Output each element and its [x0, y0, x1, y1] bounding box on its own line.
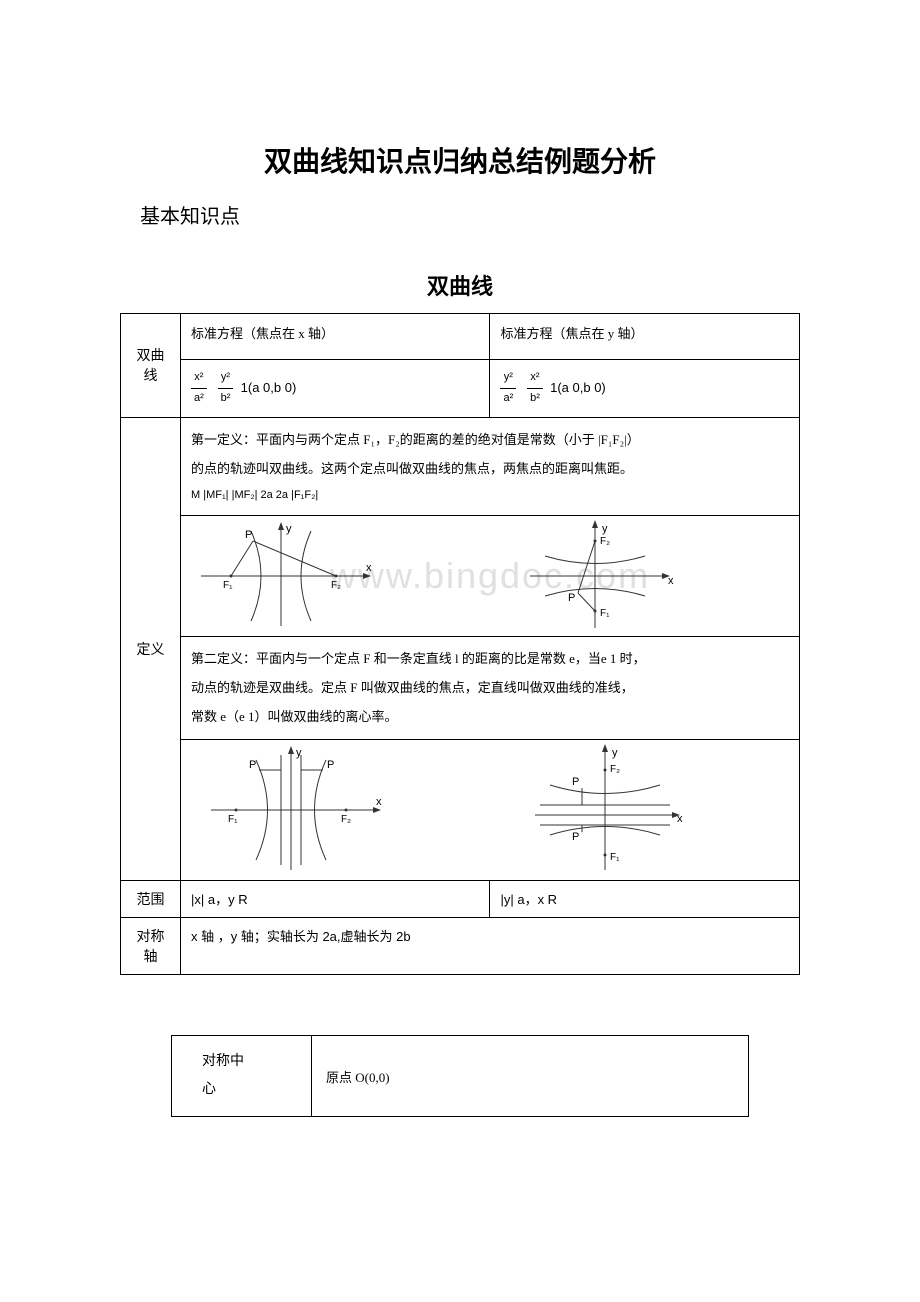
svg-text:F₁: F₁	[600, 608, 610, 619]
symmetry-center-content: 原点 O(0,0)	[312, 1036, 749, 1117]
header-x-axis: 标准方程（焦点在 x 轴）	[191, 322, 479, 351]
row-label-definition: 定义	[121, 417, 181, 880]
table-row: www.bingdoc.com P y	[121, 516, 800, 637]
row-label-range: 范围	[121, 881, 181, 918]
def2-line2: 动点的轨迹是双曲线。定点 F 叫做双曲线的焦点，定直线叫做双曲线的准线，	[191, 674, 789, 703]
def2-line3: 常数 e（e 1）叫做双曲线的离心率。	[191, 703, 789, 732]
row-label-symmetry-axis: 对称轴	[121, 918, 181, 975]
svg-text:y: y	[602, 523, 608, 535]
table-row: P P y x F₁ F₂	[121, 740, 800, 881]
horizontal-hyperbola-diagram: P y x F₁ F₂	[181, 516, 490, 636]
definition-1-text: 第一定义：平面内与两个定点 F₁，F₂的距离的差的绝对值是常数（小于 |F₁F₂…	[181, 417, 800, 515]
table-row: 定义 第一定义：平面内与两个定点 F₁，F₂的距离的差的绝对值是常数（小于 |F…	[121, 417, 800, 515]
svg-text:y: y	[612, 747, 618, 759]
svg-text:P: P	[572, 831, 579, 843]
row-label-symmetry-center: 对称中 心	[172, 1036, 312, 1117]
svg-text:x: x	[366, 562, 372, 574]
svg-text:F₁: F₁	[610, 852, 620, 863]
range-x: |x| a，y R	[181, 881, 490, 918]
subtitle: 基本知识点	[120, 200, 800, 229]
horizontal-hyperbola-directrix-diagram: P P y x F₁ F₂	[181, 740, 490, 880]
svg-text:F₂: F₂	[600, 536, 610, 547]
vertical-hyperbola-diagram: P y x F₂ F₁	[490, 516, 799, 636]
vertical-hyperbola-directrix-diagram: P P y x F₂ F₁	[490, 740, 799, 880]
sym-center-l2: 心	[202, 1076, 297, 1104]
table-row: 范围 |x| a，y R |y| a，x R	[121, 881, 800, 918]
eq-cell-y-axis: 标准方程（焦点在 y 轴）	[490, 314, 800, 360]
cond-y: 1(a 0,b 0)	[550, 380, 606, 395]
svg-text:x: x	[668, 575, 674, 587]
svg-text:F₂: F₂	[331, 580, 341, 591]
svg-text:x: x	[376, 796, 382, 808]
diagram-row-1: www.bingdoc.com P y	[181, 516, 800, 637]
svg-text:F₁: F₁	[228, 814, 238, 825]
table-row: 第二定义：平面内与一个定点 F 和一条定直线 l 的距离的比是常数 e，当e 1…	[121, 637, 800, 740]
svg-text:P: P	[568, 592, 575, 604]
row-label-hyperbola: 双曲线	[121, 314, 181, 418]
svg-text:P: P	[245, 529, 252, 541]
main-table: 双曲线 标准方程（焦点在 x 轴） 标准方程（焦点在 y 轴） x²a² y²b…	[120, 313, 800, 975]
svg-text:y: y	[296, 747, 302, 759]
svg-text:F₂: F₂	[610, 764, 620, 775]
svg-text:P: P	[249, 759, 256, 771]
svg-text:y: y	[286, 523, 292, 535]
section-header: 双曲线	[120, 269, 800, 301]
definition-2-text: 第二定义：平面内与一个定点 F 和一条定直线 l 的距离的比是常数 e，当e 1…	[181, 637, 800, 740]
diagram-row-2: P P y x F₁ F₂	[181, 740, 800, 881]
def2-line1: 第二定义：平面内与一个定点 F 和一条定直线 l 的距离的比是常数 e，当e 1…	[191, 645, 789, 674]
svg-text:F₁: F₁	[223, 580, 233, 591]
def1-formula: M |MF₁| |MF₂| 2a 2a |F₁F₂|	[191, 483, 789, 507]
def1-line2: 的点的轨迹叫双曲线。这两个定点叫做双曲线的焦点，两焦点的距离叫焦距。	[191, 455, 789, 484]
sym-center-l1: 对称中	[202, 1048, 297, 1076]
header-y-axis: 标准方程（焦点在 y 轴）	[500, 322, 789, 351]
table-row: 对称轴 x 轴 ，y 轴；实轴长为 2a,虚轴长为 2b	[121, 918, 800, 975]
formula-y-axis: y²a² x²b² 1(a 0,b 0)	[490, 360, 800, 418]
symmetry-axis-content: x 轴 ，y 轴；实轴长为 2a,虚轴长为 2b	[181, 918, 800, 975]
svg-text:x: x	[677, 813, 683, 825]
table-row: 对称中 心 原点 O(0,0)	[172, 1036, 749, 1117]
table-row: x²a² y²b² 1(a 0,b 0) y²a² x²b² 1(a 0,b 0…	[121, 360, 800, 418]
formula-x-axis: x²a² y²b² 1(a 0,b 0)	[181, 360, 490, 418]
svg-text:P: P	[572, 776, 579, 788]
eq-cell-x-axis: 标准方程（焦点在 x 轴）	[181, 314, 490, 360]
cond-x: 1(a 0,b 0)	[241, 380, 297, 395]
svg-text:P: P	[327, 759, 334, 771]
svg-text:F₂: F₂	[341, 814, 351, 825]
main-title: 双曲线知识点归纳总结例题分析	[120, 140, 800, 180]
second-table: 对称中 心 原点 O(0,0)	[171, 1035, 749, 1117]
def1-line1: 第一定义：平面内与两个定点 F₁，F₂的距离的差的绝对值是常数（小于 |F₁F₂…	[191, 426, 789, 455]
range-y: |y| a，x R	[490, 881, 800, 918]
table-row: 双曲线 标准方程（焦点在 x 轴） 标准方程（焦点在 y 轴）	[121, 314, 800, 360]
